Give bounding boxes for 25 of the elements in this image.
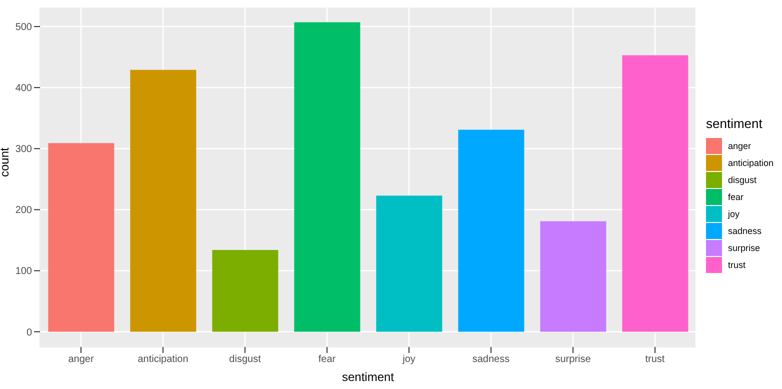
y-tick-label: 300 — [15, 144, 32, 156]
x-tick-label: trust — [645, 354, 665, 366]
legend-label: joy — [728, 208, 740, 218]
x-tick-label: sadness — [472, 354, 510, 366]
y-axis-title: count — [0, 146, 12, 177]
y-tick-label: 400 — [15, 83, 32, 94]
y-tick-label: 500 — [15, 22, 32, 34]
x-tick-label: surprise — [555, 354, 592, 366]
legend-title: sentiment — [706, 116, 764, 131]
x-tick-label: fear — [318, 354, 336, 366]
x-tick-label: joy — [402, 354, 416, 366]
y-tick-label: 0 — [26, 327, 32, 338]
y-tick-label: 100 — [15, 266, 32, 278]
legend-label: surprise — [728, 242, 760, 252]
x-axis-title: sentiment — [342, 370, 395, 384]
x-tick-label: disgust — [229, 354, 262, 366]
x-tick-label: anger — [68, 354, 94, 366]
legend-label: sadness — [728, 226, 762, 236]
legend-label: anger — [728, 140, 752, 150]
legend-label: anticipation — [728, 158, 774, 168]
legend-label: disgust — [728, 174, 757, 184]
y-tick-label: 200 — [15, 205, 32, 216]
legend-label: fear — [728, 192, 744, 202]
x-tick-label: anticipation — [138, 354, 188, 366]
legend-label: trust — [728, 260, 746, 270]
